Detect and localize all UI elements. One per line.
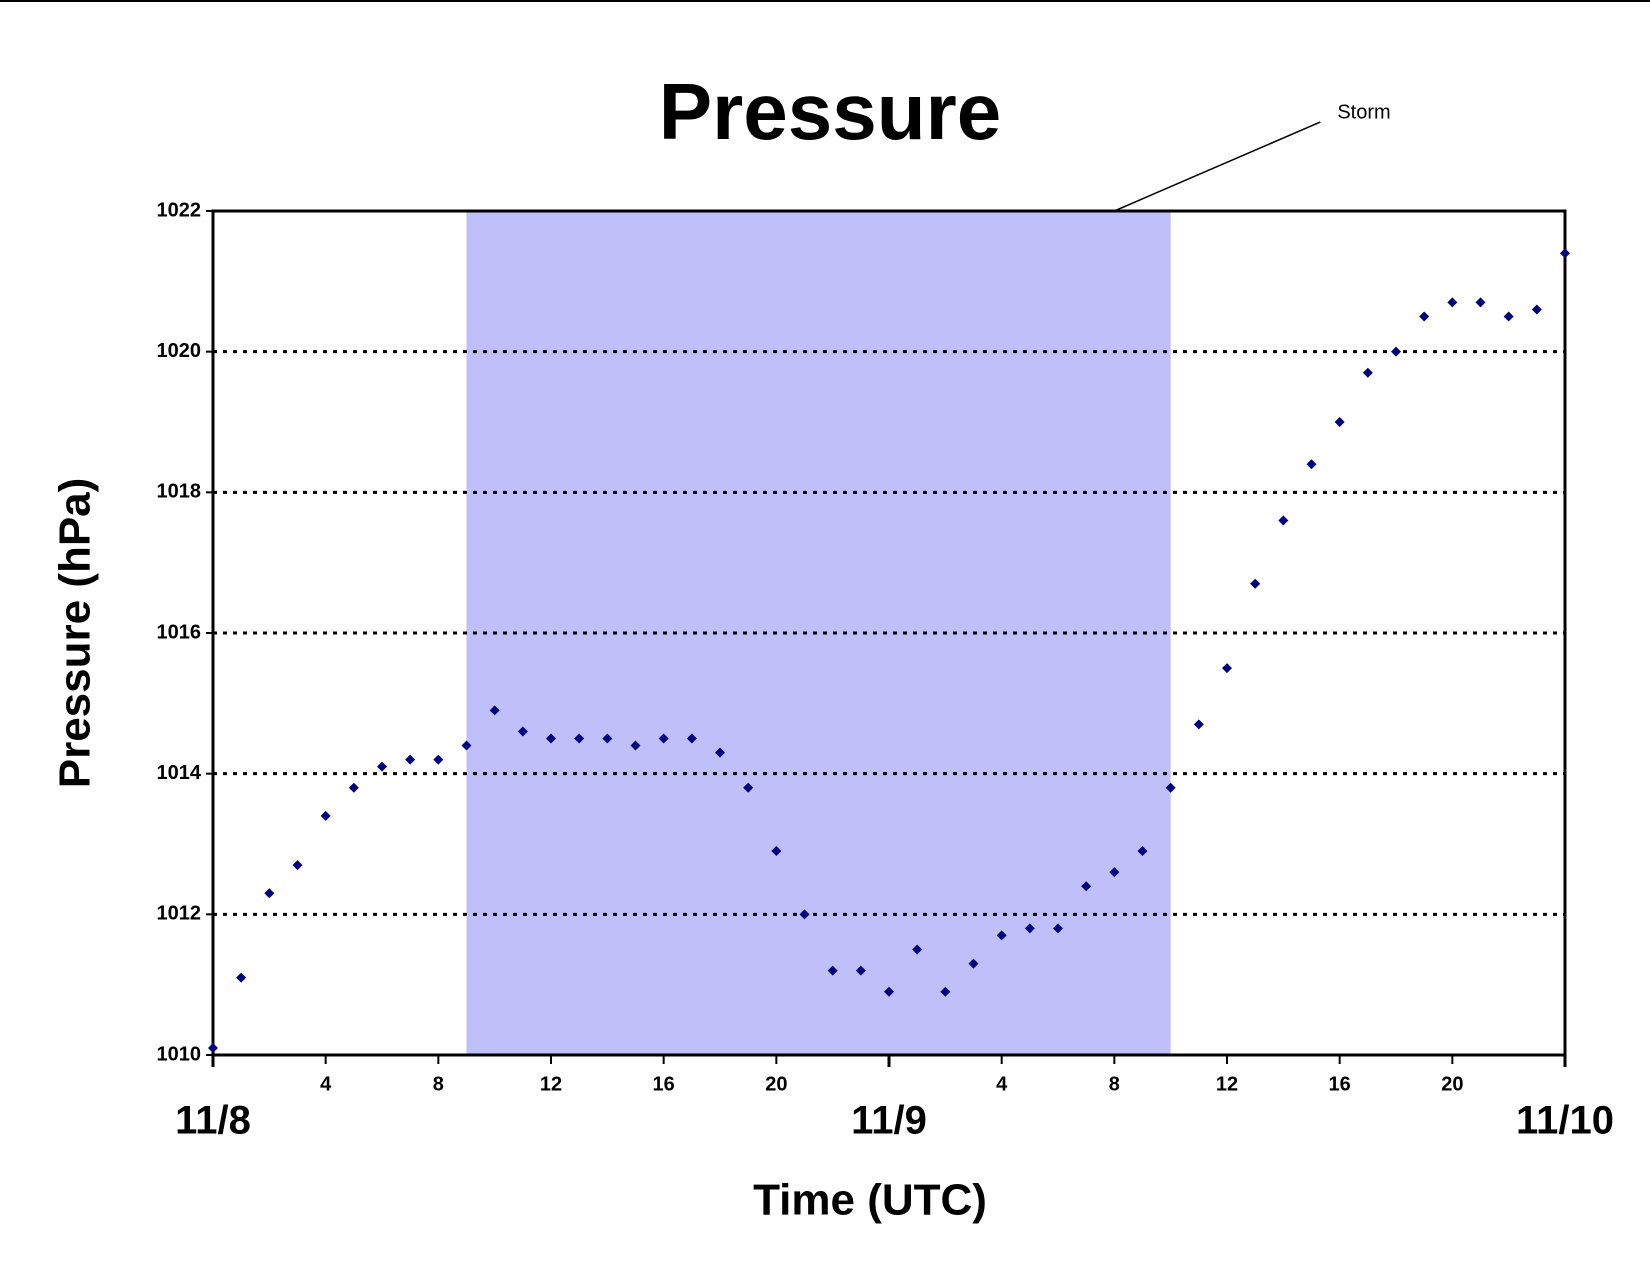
data-point [1222, 663, 1232, 674]
data-point [658, 733, 669, 744]
y-tick-label: 1020 [157, 340, 202, 362]
data-point [433, 754, 444, 765]
data-point [292, 860, 303, 871]
y-tick-label: 1012 [157, 903, 202, 925]
x-tick-label: 8 [1109, 1073, 1120, 1095]
data-point [489, 705, 500, 716]
data-point [1137, 846, 1148, 857]
data-point [574, 733, 585, 744]
data-point [1362, 367, 1373, 378]
data-point [1447, 297, 1458, 308]
data-point [996, 930, 1007, 941]
data-point [1165, 782, 1176, 793]
annotation-label: Storm [1337, 101, 1390, 123]
data-point [1475, 297, 1486, 308]
x-tick-label: 12 [540, 1073, 562, 1095]
y-tick-label: 1018 [157, 481, 202, 503]
date-label: 11/10 [1516, 1099, 1614, 1143]
x-tick-label: 20 [1441, 1073, 1463, 1095]
data-point [602, 733, 613, 744]
data-point [630, 740, 641, 751]
data-point [1419, 311, 1430, 322]
data-point [743, 782, 754, 793]
data-point [461, 740, 472, 751]
data-point [405, 754, 416, 765]
plot-frame [211, 209, 1567, 1057]
y-tick-label: 1010 [157, 1043, 202, 1065]
y-axis-label: Pressure (hPa) [51, 478, 100, 789]
x-tick-label: 20 [765, 1073, 787, 1095]
data-point [884, 986, 894, 997]
x-tick-label: 16 [1329, 1073, 1351, 1095]
date-label: 11/8 [175, 1099, 251, 1143]
data-point [1193, 719, 1204, 730]
data-point [208, 1042, 218, 1053]
x-tick-label: 4 [996, 1073, 1008, 1095]
data-point [348, 782, 359, 793]
data-point [1109, 867, 1120, 878]
data-point [236, 972, 247, 983]
x-tick-label: 4 [320, 1073, 332, 1095]
data-point [264, 888, 275, 899]
data-point [686, 733, 697, 744]
x-axis-label: Time (UTC) [753, 1176, 987, 1225]
x-tick-label: 12 [1216, 1073, 1238, 1095]
data-point [1560, 248, 1570, 259]
data-point [799, 909, 810, 920]
data-point [912, 944, 923, 955]
data-point [855, 965, 866, 976]
annotation-leader [1114, 121, 1321, 212]
y-tick-label: 1016 [157, 621, 202, 643]
data-point [940, 986, 951, 997]
data-point [1334, 417, 1345, 427]
x-tick-label: 8 [433, 1073, 444, 1095]
data-point [1531, 304, 1542, 315]
data-point [715, 747, 725, 758]
data-point [1278, 515, 1289, 526]
data-point [517, 726, 528, 737]
data-point [320, 810, 331, 821]
data-point [546, 733, 556, 744]
y-tick-label: 1014 [157, 762, 202, 784]
data-point [1391, 346, 1401, 357]
data-point [1503, 311, 1514, 322]
data-point [1024, 923, 1035, 934]
data-point [377, 761, 387, 772]
x-tick-label: 16 [653, 1073, 675, 1095]
data-point [771, 846, 782, 857]
data-point [1081, 881, 1092, 892]
data-point [1306, 459, 1317, 470]
data-point [968, 958, 979, 969]
date-label: 11/9 [851, 1099, 927, 1143]
data-point [1250, 578, 1261, 589]
data-point [827, 965, 838, 976]
data-point [1053, 923, 1063, 934]
y-tick-label: 1022 [157, 199, 202, 221]
chart-title: Pressure [659, 67, 1001, 156]
